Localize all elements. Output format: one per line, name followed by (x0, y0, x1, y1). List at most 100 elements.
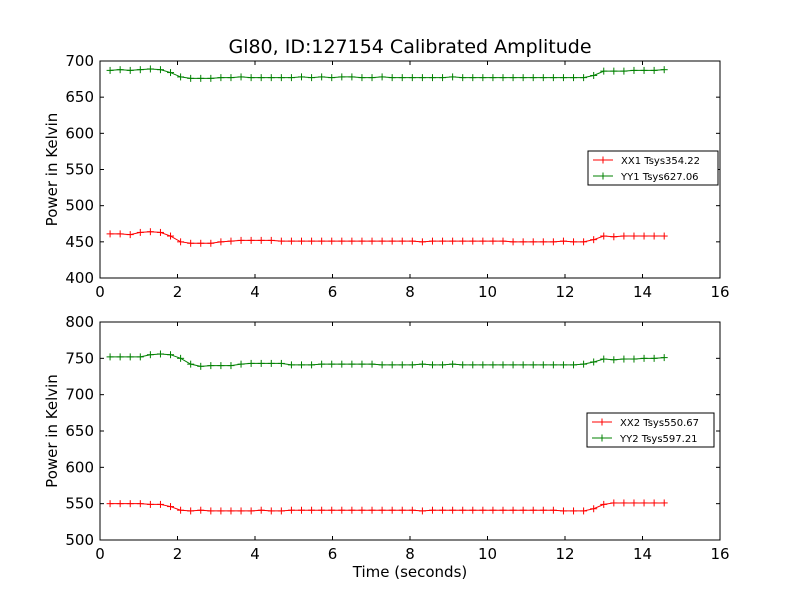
data-point (348, 237, 356, 245)
data-point (146, 228, 154, 236)
x-tick-label: 16 (710, 283, 729, 301)
data-point (539, 506, 547, 514)
data-point (237, 73, 245, 81)
data-point (177, 238, 185, 246)
data-point (489, 74, 497, 82)
data-point (267, 359, 275, 367)
data-point (489, 237, 497, 245)
legend-label: YY2 Tsys597.21 (619, 434, 698, 445)
data-point (227, 74, 235, 82)
data-point (479, 506, 487, 514)
data-point (126, 353, 134, 361)
data-point (277, 74, 285, 82)
data-point (418, 360, 426, 368)
data-point (368, 74, 376, 82)
data-point (408, 237, 416, 245)
data-point (640, 66, 648, 74)
data-point (358, 74, 366, 82)
data-point (247, 359, 255, 367)
data-point (328, 74, 336, 82)
data-point (509, 74, 517, 82)
data-point (428, 74, 436, 82)
data-point (449, 360, 457, 368)
data-point (156, 228, 164, 236)
data-point (126, 231, 134, 239)
x-tick-label: 10 (478, 283, 497, 301)
data-point (308, 361, 316, 369)
data-point (439, 361, 447, 369)
data-point (509, 506, 517, 514)
data-point (630, 499, 638, 507)
x-tick-label: 6 (328, 283, 338, 301)
data-point (237, 236, 245, 244)
y-tick-label: 650 (65, 88, 94, 106)
data-point (298, 73, 305, 81)
data-point (610, 67, 618, 75)
data-point (499, 74, 507, 82)
data-point (348, 360, 356, 368)
data-point (227, 362, 235, 370)
data-point (368, 506, 376, 514)
data-point (559, 237, 567, 245)
data-point (580, 507, 588, 515)
data-point (167, 232, 175, 240)
data-point (388, 361, 396, 369)
legend: XX2 Tsys550.67 YY2 Tsys597.21 (586, 412, 715, 448)
data-point (217, 362, 225, 370)
data-point (660, 232, 668, 240)
data-point (439, 506, 447, 514)
data-point (338, 360, 346, 368)
data-point (338, 73, 346, 81)
data-point (499, 237, 507, 245)
data-point (298, 237, 305, 245)
data-point (197, 362, 205, 370)
y-tick-label: 450 (65, 233, 94, 251)
x-tick-label: 8 (405, 545, 415, 563)
legend: XX1 Tsys354.22 YY1 Tsys627.06 (587, 150, 719, 186)
data-point (388, 237, 396, 245)
y-tick-label: 550 (65, 495, 94, 513)
data-point (106, 353, 114, 361)
data-point (418, 74, 426, 82)
data-point (640, 499, 648, 507)
legend-label: XX1 Tsys354.22 (621, 156, 700, 167)
data-point (338, 237, 346, 245)
data-point (479, 361, 487, 369)
subplot-1: 0 2 4 6 8 10 12 14 16 400 450 500 550 600 650 700 Power … (43, 52, 730, 301)
data-point (247, 74, 255, 82)
data-point (570, 238, 578, 246)
data-point (630, 355, 638, 363)
x-tick-label: 0 (95, 545, 105, 563)
data-point (408, 74, 416, 82)
data-point (570, 361, 578, 369)
data-point (590, 71, 598, 79)
data-point (539, 361, 547, 369)
data-point (197, 506, 205, 514)
data-point (529, 238, 537, 246)
data-point (650, 66, 658, 74)
data-point (590, 505, 598, 513)
data-point (318, 237, 326, 245)
data-point (439, 74, 447, 82)
x-tick-label: 14 (633, 283, 652, 301)
x-tick-label: 14 (633, 545, 652, 563)
y-tick-label: 600 (65, 124, 94, 142)
data-point (308, 74, 316, 82)
data-point (519, 361, 527, 369)
data-point (408, 361, 416, 369)
data-point (378, 237, 386, 245)
data-point (439, 237, 447, 245)
data-point (287, 361, 295, 369)
data-point (227, 237, 235, 245)
data-point (499, 506, 507, 514)
data-point (489, 506, 497, 514)
data-point (650, 354, 658, 362)
data-point (630, 66, 638, 74)
data-point (580, 238, 588, 246)
data-point (660, 354, 668, 362)
data-point (156, 350, 164, 358)
data-point (267, 74, 275, 82)
data-point (217, 238, 225, 246)
